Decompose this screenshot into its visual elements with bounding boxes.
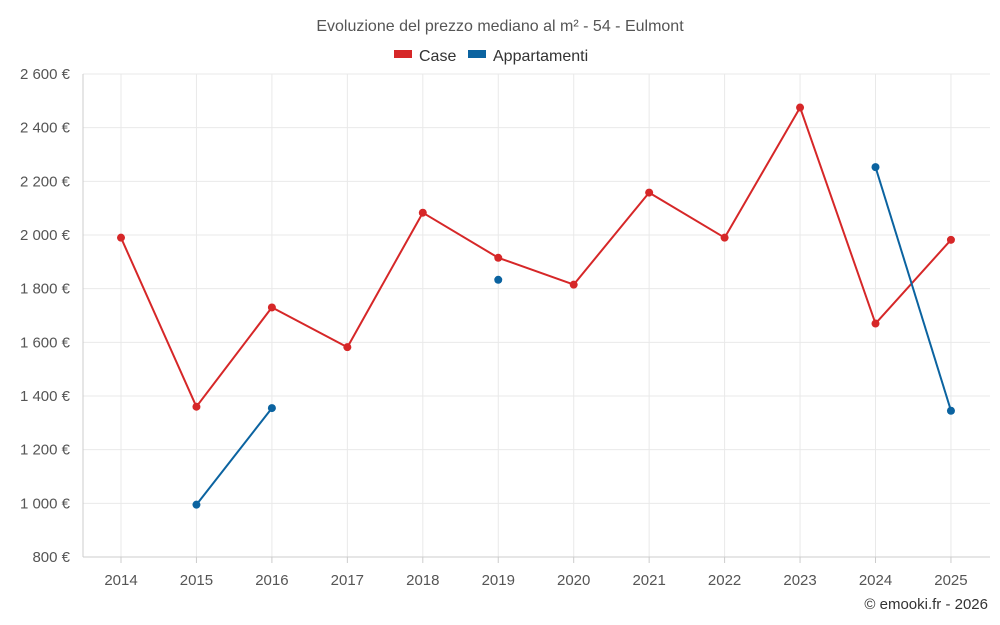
- y-tick-label-2000: 2 000 €: [20, 227, 71, 244]
- series: [117, 103, 955, 509]
- y-tick-label-800: 800 €: [32, 549, 70, 566]
- data-point-appartamenti-2019[interactable]: [494, 275, 503, 284]
- data-point-case-2020[interactable]: [569, 280, 578, 289]
- series-line-case-0: [120, 106, 952, 408]
- y-axis-ticks: 800 € 1 000 € 1 200 € 1 400 € 1 600 € 1 800 €…: [20, 66, 71, 566]
- data-point-case-2016[interactable]: [267, 303, 276, 312]
- data-point-case-2025[interactable]: [946, 235, 955, 244]
- y-tick-label-2600: 2 600 €: [20, 66, 71, 83]
- x-tick-label-2023: 2023: [783, 572, 816, 589]
- y-tick-label-1800: 1 800 €: [20, 281, 71, 298]
- data-point-case-2018[interactable]: [418, 208, 427, 217]
- legend-item-case[interactable]: Case: [394, 48, 456, 65]
- x-tick-label-2014: 2014: [104, 572, 137, 589]
- data-point-appartamenti-2016[interactable]: [267, 404, 276, 413]
- series-line-appartamenti-2: [874, 166, 952, 412]
- x-tick-label-2015: 2015: [180, 572, 213, 589]
- series-line-appartamenti-0: [195, 407, 273, 506]
- data-point-case-2024[interactable]: [871, 319, 880, 328]
- y-tick-label-1400: 1 400 €: [20, 388, 71, 405]
- data-point-case-2022[interactable]: [720, 233, 729, 242]
- data-point-case-2015[interactable]: [192, 402, 201, 411]
- y-tick-label-1200: 1 200 €: [20, 442, 71, 459]
- x-tick-label-2019: 2019: [482, 572, 515, 589]
- axes: [82, 74, 990, 563]
- x-tick-label-2017: 2017: [331, 572, 364, 589]
- data-point-case-2017[interactable]: [343, 343, 352, 352]
- x-tick-label-2021: 2021: [632, 572, 665, 589]
- data-point-case-2021[interactable]: [645, 188, 654, 197]
- x-tick-label-2020: 2020: [557, 572, 590, 589]
- data-point-case-2023[interactable]: [796, 103, 805, 112]
- data-point-appartamenti-2024[interactable]: [871, 163, 880, 172]
- grid: [83, 73, 990, 557]
- data-point-appartamenti-2015[interactable]: [192, 500, 201, 509]
- x-tick-label-2025: 2025: [934, 572, 967, 589]
- legend-label-case: Case: [419, 48, 456, 65]
- credit-text: © emooki.fr - 2026: [864, 596, 988, 613]
- legend-item-appartamenti[interactable]: Appartamenti: [468, 48, 588, 65]
- legend-swatch-case: [394, 50, 412, 58]
- series-appartamenti: [192, 163, 955, 509]
- x-axis-ticks: 2014 2015 2016 2017 2018 2019 2020 2021 2022 2023…: [104, 572, 967, 589]
- legend-label-appartamenti: Appartamenti: [493, 48, 588, 65]
- data-point-case-2014[interactable]: [117, 233, 125, 242]
- legend-swatch-appartamenti: [468, 50, 486, 58]
- data-point-appartamenti-2025[interactable]: [946, 406, 955, 415]
- y-tick-label-2400: 2 400 €: [20, 120, 71, 137]
- legend: Case Appartamenti: [394, 48, 588, 65]
- y-tick-label-2200: 2 200 €: [20, 173, 71, 190]
- series-case: [117, 103, 955, 411]
- x-tick-label-2016: 2016: [255, 572, 288, 589]
- y-tick-label-1000: 1 000 €: [20, 495, 71, 512]
- y-tick-label-1600: 1 600 €: [20, 334, 71, 351]
- data-point-case-2019[interactable]: [494, 253, 503, 262]
- chart-title: Evoluzione del prezzo mediano al m² - 54…: [316, 18, 684, 35]
- x-tick-label-2018: 2018: [406, 572, 439, 589]
- x-tick-label-2022: 2022: [708, 572, 741, 589]
- x-tick-label-2024: 2024: [859, 572, 892, 589]
